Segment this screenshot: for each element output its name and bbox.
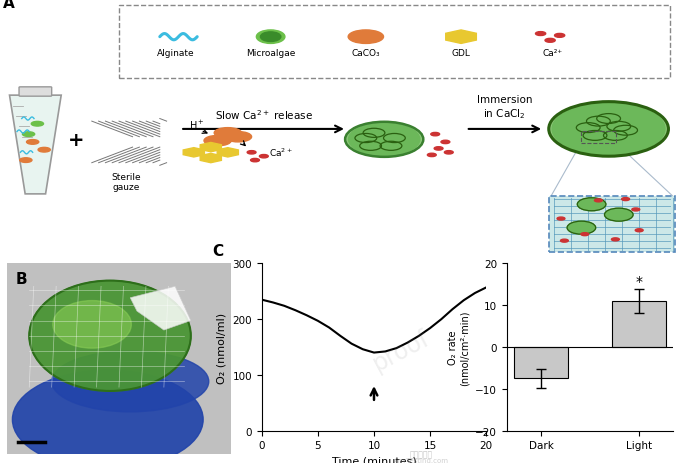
Ellipse shape <box>549 102 668 157</box>
FancyBboxPatch shape <box>19 88 52 97</box>
Ellipse shape <box>256 31 285 44</box>
Circle shape <box>622 198 630 201</box>
Text: A: A <box>3 0 15 11</box>
Text: Ca²⁺: Ca²⁺ <box>543 49 563 58</box>
Circle shape <box>635 229 643 232</box>
Circle shape <box>557 218 565 220</box>
Circle shape <box>611 238 619 241</box>
Text: Slow Ca$^{2+}$ release: Slow Ca$^{2+}$ release <box>215 108 313 122</box>
Polygon shape <box>200 154 222 163</box>
Circle shape <box>434 147 443 151</box>
Circle shape <box>594 200 602 202</box>
Circle shape <box>545 39 555 43</box>
Circle shape <box>31 122 44 127</box>
Y-axis label: O₂ rate
(nmol/cm²·min): O₂ rate (nmol/cm²·min) <box>448 310 469 385</box>
Ellipse shape <box>29 281 191 391</box>
Text: B: B <box>16 271 27 287</box>
Text: H$^+$: H$^+$ <box>189 119 205 131</box>
Ellipse shape <box>552 104 665 156</box>
Circle shape <box>20 158 32 163</box>
Circle shape <box>535 32 545 37</box>
Circle shape <box>214 128 241 139</box>
Text: CaCO₃: CaCO₃ <box>352 49 380 58</box>
Text: 青松检测网: 青松检测网 <box>410 450 433 458</box>
Circle shape <box>224 132 252 143</box>
Ellipse shape <box>567 222 596 235</box>
Circle shape <box>204 136 231 146</box>
Text: AnyTesting.com: AnyTesting.com <box>394 457 449 463</box>
Text: Sterile
gauze: Sterile gauze <box>111 172 141 192</box>
Ellipse shape <box>348 124 420 156</box>
Bar <box>514 347 568 378</box>
Text: Immersion
in CaCl$_2$: Immersion in CaCl$_2$ <box>477 95 532 120</box>
Circle shape <box>250 159 260 163</box>
Text: proof: proof <box>368 325 434 375</box>
Text: *: * <box>635 274 642 288</box>
Polygon shape <box>200 143 222 152</box>
Circle shape <box>581 233 589 236</box>
Ellipse shape <box>605 209 633 222</box>
Text: Alginate: Alginate <box>156 49 194 58</box>
Circle shape <box>427 154 437 157</box>
Circle shape <box>431 133 440 137</box>
Circle shape <box>248 151 256 155</box>
Ellipse shape <box>577 198 606 211</box>
Circle shape <box>22 132 35 137</box>
Y-axis label: O₂ (nmol/ml): O₂ (nmol/ml) <box>217 312 227 383</box>
X-axis label: Time (minutes): Time (minutes) <box>332 456 416 463</box>
Circle shape <box>441 141 450 144</box>
Ellipse shape <box>260 33 281 43</box>
Circle shape <box>554 34 564 38</box>
Ellipse shape <box>52 351 209 412</box>
Text: C: C <box>212 244 224 258</box>
Polygon shape <box>10 96 61 194</box>
Circle shape <box>259 155 268 158</box>
Text: Microalgae: Microalgae <box>246 49 295 58</box>
Text: GDL: GDL <box>452 49 471 58</box>
Bar <box>612 301 666 347</box>
Circle shape <box>27 140 39 145</box>
Circle shape <box>632 208 640 212</box>
Text: Ca$^{2+}$: Ca$^{2+}$ <box>269 146 293 159</box>
Ellipse shape <box>53 301 131 348</box>
Ellipse shape <box>345 123 424 157</box>
FancyBboxPatch shape <box>7 264 231 454</box>
Circle shape <box>444 151 453 155</box>
Circle shape <box>38 148 50 153</box>
FancyBboxPatch shape <box>549 196 675 252</box>
Text: +: + <box>68 131 84 150</box>
Circle shape <box>348 31 384 44</box>
Polygon shape <box>217 148 239 157</box>
Polygon shape <box>131 287 191 331</box>
FancyBboxPatch shape <box>119 6 670 79</box>
Polygon shape <box>445 31 477 44</box>
Circle shape <box>560 240 568 243</box>
Polygon shape <box>183 148 205 157</box>
Ellipse shape <box>12 370 203 463</box>
